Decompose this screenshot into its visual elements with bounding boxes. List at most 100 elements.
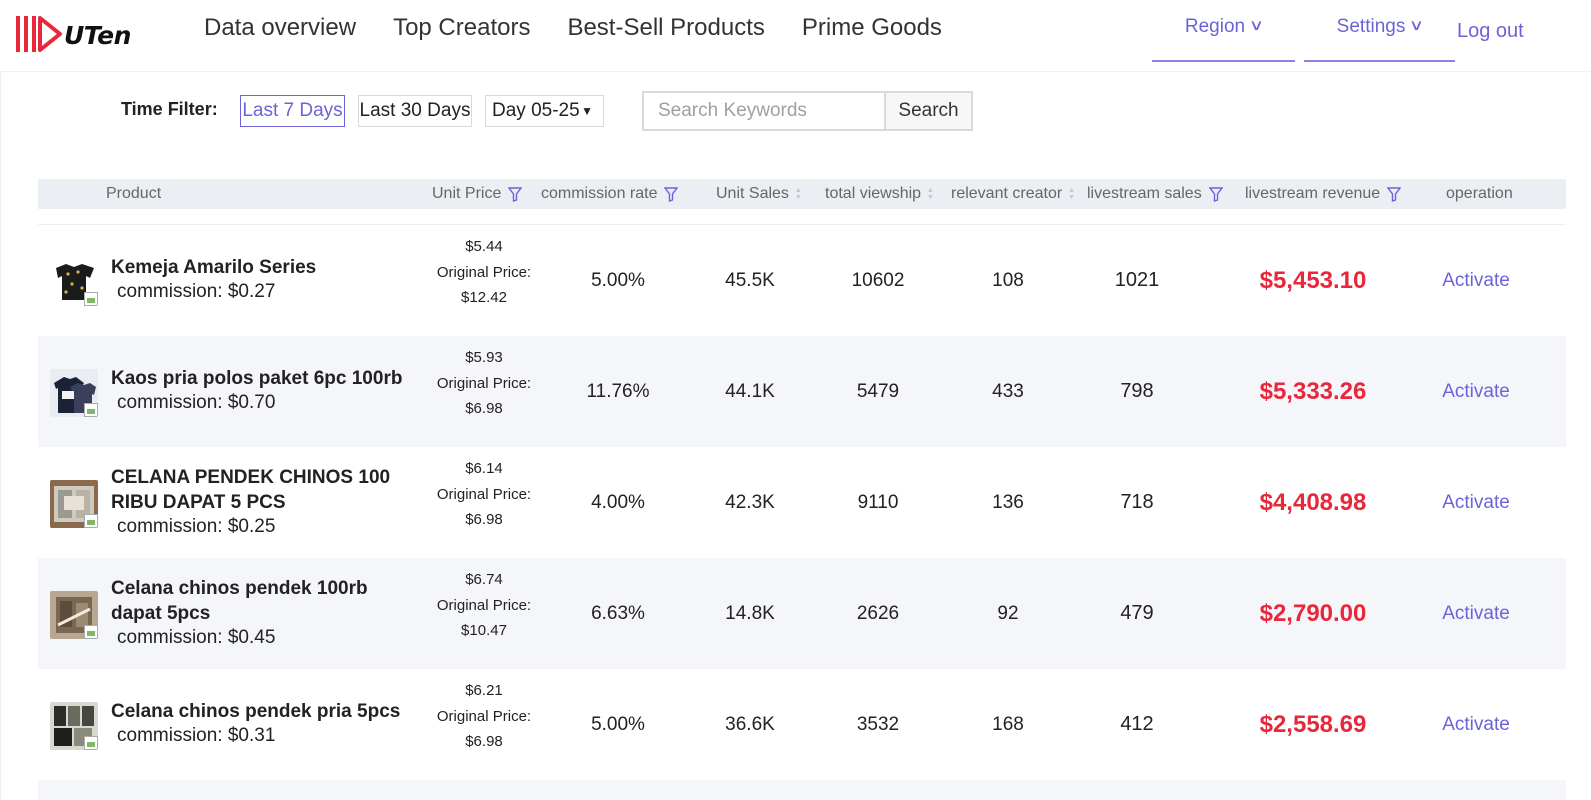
filter-last-7-days[interactable]: Last 7 Days [240,95,345,127]
activate-button[interactable]: Activate [1442,713,1510,735]
livestream-sales: 479 [1120,602,1154,624]
commission-rate: 5.00% [591,269,645,291]
day-select[interactable]: Day 05-25 ▼ [485,95,604,127]
nav-data-overview[interactable]: Data overview [204,14,357,41]
total-viewship: 9110 [857,491,899,513]
unit-price: $6.14 [465,460,503,477]
col-unit-sales[interactable]: Unit Sales ▲ ▼ [716,185,802,203]
commission-rate: 6.63% [591,602,645,624]
product-name[interactable]: Celana chinos pendek 100rb dapat 5pcs [111,578,368,624]
settings-dropdown[interactable]: Settings ∨ [1304,16,1455,62]
total-viewship: 2626 [856,602,900,624]
relevant-creator: 433 [992,380,1024,402]
relevant-creator: 108 [992,269,1024,291]
image-placeholder-icon [84,625,98,639]
filter-last-30-days[interactable]: Last 30 Days [358,95,472,127]
logo[interactable]: UTen [14,12,144,58]
table-row: CELANA PENDEK CHINOS 100 RIBU DAPAT 5 PC… [38,447,1566,558]
original-price-label: Original Price: [436,596,532,614]
col-livestream-revenue: livestream revenue [1245,185,1402,203]
original-price: $10.47 [461,622,507,639]
product-commission: commission: $0.31 [117,725,276,746]
day-select-value: Day 05-25 [492,100,580,121]
col-unit-price-label: Unit Price [432,185,502,202]
nav-top-creators[interactable]: Top Creators [393,14,531,41]
total-viewship: 10602 [851,269,905,291]
unit-price: $6.21 [465,682,503,699]
filter-funnel-icon[interactable] [1387,186,1402,202]
product-thumbnail[interactable] [50,480,98,528]
product-name[interactable]: Celana chinos pendek pria 5pcs [111,701,401,722]
product-name[interactable]: Kaos pria polos paket 6pc 100rb [111,368,403,389]
activate-button[interactable]: Activate [1442,269,1510,291]
logout-link[interactable]: Log out [1457,20,1524,42]
activate-button[interactable]: Activate [1442,380,1510,402]
product-name[interactable]: Kemeja Amarilo Series [111,257,317,278]
chevron-down-icon: ∨ [1409,17,1425,34]
original-price: $6.98 [465,400,503,417]
col-relevant-creator[interactable]: relevant creator ▲ ▼ [951,185,1075,203]
unit-sales: 36.6K [725,713,775,735]
table-header: Product Unit Price commission rate Unit … [38,179,1566,209]
unit-sales: 45.5K [725,269,775,291]
nav-prime-goods[interactable]: Prime Goods [801,14,942,41]
total-viewship: 5479 [856,380,900,402]
activate-button[interactable]: Activate [1442,602,1510,624]
commission-rate: 4.00% [591,491,645,513]
col-livestream-sales-label: livestream sales [1087,185,1202,202]
unit-sales: 44.1K [725,380,775,402]
filter-funnel-icon[interactable] [1208,186,1223,202]
sort-icon[interactable]: ▲ ▼ [794,187,802,201]
col-product: Product [106,185,161,203]
image-placeholder-icon [84,514,98,528]
table-row: Celana chinos pendek 100rb dapat 5pcs co… [38,558,1566,669]
table-row: Kemeja Amarilo Series commission: $0.27 … [38,225,1566,336]
caret-down-icon: ▼ [581,104,593,118]
product-thumbnail[interactable] [50,702,98,750]
unit-price-cell: $6.14 Original Price: $6.98 [424,456,544,533]
page-divider [0,72,1,800]
relevant-creator: 136 [992,491,1024,513]
search-input[interactable] [642,91,885,131]
region-dropdown[interactable]: Region ∨ [1152,16,1295,62]
original-price-label: Original Price: [436,263,532,281]
livestream-sales: 412 [1120,713,1154,735]
unit-price: $5.93 [465,349,503,366]
filter-funnel-icon[interactable] [664,186,679,202]
livestream-sales: 1021 [1114,269,1160,291]
product-thumbnail[interactable] [50,369,98,417]
shorts-image-icon [50,702,98,750]
product-commission: commission: $0.70 [117,392,276,413]
filter-funnel-icon[interactable] [508,186,523,202]
product-commission: commission: $0.25 [117,516,276,537]
col-commission-rate: commission rate [541,185,679,203]
time-filter-label: Time Filter: [121,99,218,119]
nav-best-sell-products[interactable]: Best-Sell Products [567,14,765,41]
unit-price-cell: $6.74 Original Price: $10.47 [424,567,544,644]
unit-price: $6.74 [465,571,503,588]
sort-icon[interactable]: ▲ ▼ [1068,187,1076,201]
original-price: $6.98 [465,733,503,750]
original-price: $12.42 [461,289,507,306]
livestream-sales: 798 [1120,380,1154,402]
sort-icon[interactable]: ▲ ▼ [927,187,934,201]
product-commission: commission: $0.45 [117,627,276,648]
col-product-label: Product [106,185,162,202]
livestream-revenue: $5,333.26 [1259,377,1367,405]
product-name[interactable]: CELANA PENDEK CHINOS 100 RIBU DAPAT 5 PC… [111,467,391,513]
col-operation: operation [1446,185,1513,203]
unit-price: $5.44 [465,238,503,255]
activate-button[interactable]: Activate [1442,491,1510,513]
product-thumbnail[interactable] [50,591,98,639]
shirt-image-icon [50,258,98,306]
search-button[interactable]: Search [884,91,973,131]
col-total-viewship[interactable]: total viewship ▲ ▼ [825,185,934,203]
settings-label: Settings [1336,16,1406,37]
relevant-creator: 92 [997,602,1019,624]
main-nav: Data overview Top Creators Best-Sell Pro… [204,14,979,42]
top-header: UTen Data overview Top Creators Best-Sel… [0,0,1591,72]
col-relevant-creator-label: relevant creator [951,185,1063,202]
product-thumbnail[interactable] [50,258,98,306]
livestream-revenue: $4,408.98 [1259,488,1367,516]
commission-rate: 5.00% [591,713,645,735]
